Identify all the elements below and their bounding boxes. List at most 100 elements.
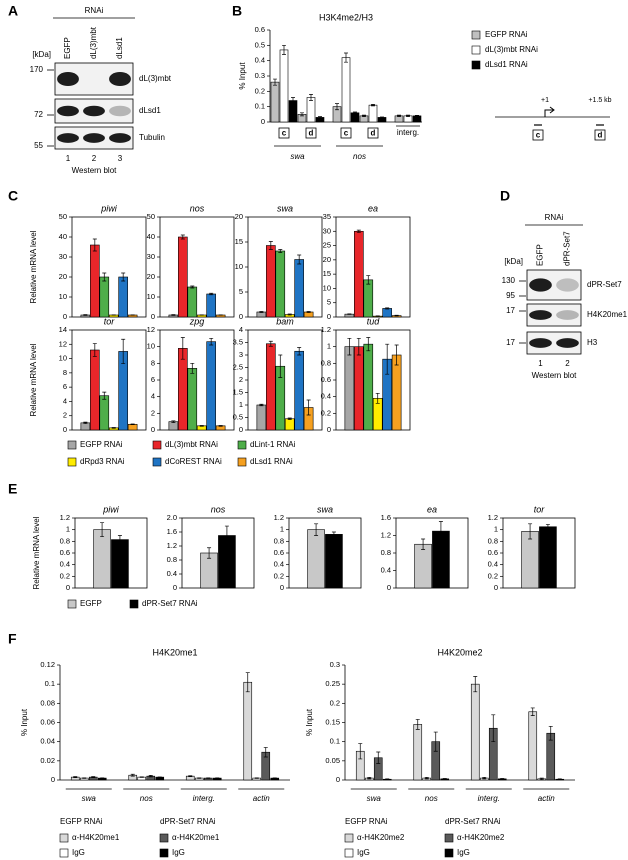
y-tick-label: 20 [323,255,331,264]
error-bar [83,314,88,316]
error-bar [367,776,372,780]
plot-frame [181,517,255,589]
band [556,278,579,292]
y-tick-label: 2 [239,375,243,384]
y-tick-label: 0.2 [488,571,498,580]
y-tick-label: 30 [59,252,67,261]
y-tick-label: 0 [239,425,243,434]
y-tick-label: 5 [239,287,243,296]
legend-label: dCoREST RNAi [165,457,222,466]
y-tick-label: 1.2 [167,541,177,550]
y-tick-label: 0 [63,425,67,434]
y-tick-label: 0 [261,117,265,126]
error-bar [297,254,302,265]
error-bar [539,777,544,780]
legend-label: dPR-Set7 RNAi [142,599,198,608]
bar [368,104,378,123]
legend-label: α-H4K20me2 [457,833,505,842]
bar [341,57,351,123]
error-bar [102,391,107,400]
legend-swatch [471,45,481,55]
y-tick-label: 40 [147,232,155,241]
legend-swatch [67,457,77,467]
error-bar [415,115,419,117]
y-tick-label: 8 [151,358,155,367]
category-box [340,127,352,139]
error-bar [433,731,438,752]
error-bar [376,751,381,764]
legend-swatch [471,60,481,70]
y-tick-label: 0.8 [167,555,177,564]
legend-swatch [152,440,162,450]
error-bar [190,362,195,374]
error-bar [171,420,176,423]
group-label: nos [353,152,366,161]
chart-title: piwi [100,203,118,213]
y-tick-label: 1.2 [60,513,70,522]
error-bar [180,337,185,360]
y-tick-label: 2 [63,411,67,420]
error-bar [366,337,371,352]
band-label: H3 [587,338,598,347]
bar [99,276,110,318]
y-tick-label: 10 [59,354,67,363]
y-tick-label: 0.6 [60,548,70,557]
error-bar [291,97,295,104]
error-bar [424,776,429,780]
y-axis-label: % Input [305,708,314,736]
y-tick-label: 0.8 [488,536,498,545]
bar [307,529,325,589]
y-tick-label: 4 [151,392,155,401]
bar [99,395,110,431]
kda-unit: [kDa] [504,257,523,266]
error-bar [224,525,229,546]
y-tick-label: 10 [147,292,155,301]
error-bar [287,313,292,316]
panel-label: F [8,631,17,647]
y-tick-label: 3 [239,350,243,359]
legend-label: dLsd1 RNAi [250,457,293,466]
band [529,338,552,348]
lane-label: EGFP [63,37,72,59]
plot-frame [395,517,469,589]
y-tick-label: 12 [147,325,155,334]
bar [270,81,280,123]
band [57,105,79,117]
y-tick-label: 0.05 [325,756,340,765]
y-tick-label: 0.4 [488,560,498,569]
legend-swatch [129,599,139,609]
legend-label: α-H4K20me1 [72,833,120,842]
bar [354,230,364,318]
y-tick-label: 1.6 [167,527,177,536]
legend-label: dL(3)mbt RNAi [485,45,538,54]
bar [118,276,128,318]
bar [350,112,360,123]
error-bar [190,285,195,289]
band [556,338,579,348]
bar [539,526,557,589]
y-tick-label: 0 [239,312,243,321]
chart-title: tud [367,316,381,326]
y-axis-label: % Input [238,62,247,90]
error-bar [406,114,410,117]
y-tick-label: 0.2 [274,571,284,580]
y-tick-label: 4 [63,396,67,405]
band [529,278,552,292]
legend-label: EGFP RNAi [485,30,528,39]
y-tick-label: 0.1 [330,737,340,746]
y-tick-label: 0.2 [60,571,70,580]
bar [206,293,216,318]
diagram-label: +1 [541,97,549,104]
error-bar [306,311,311,313]
error-bar [207,547,212,559]
y-tick-label: 35 [323,212,331,221]
y-tick-label: 0 [151,312,155,321]
y-tick-label: 2.5 [233,362,243,371]
bar [187,286,198,318]
legend-label: α-H4K20me2 [357,833,405,842]
category-box [367,127,379,139]
panel-label: D [500,188,510,204]
blot-caption: Western blot [532,371,578,380]
error-bar [491,714,496,743]
error-bar [482,776,487,780]
